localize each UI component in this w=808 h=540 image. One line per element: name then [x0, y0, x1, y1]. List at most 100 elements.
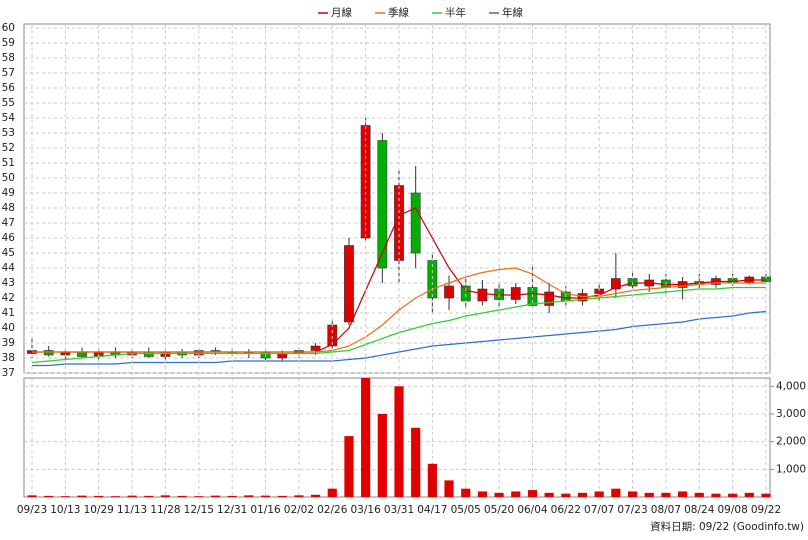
volume-bar [244, 495, 254, 497]
volume-bar [394, 386, 404, 497]
y2-tick-label: 4,000 [776, 380, 806, 392]
volume-bar [344, 436, 354, 497]
volume-bar [744, 492, 754, 497]
y2-tick-label: 3,000 [776, 408, 806, 420]
volume-bar [110, 496, 120, 497]
y-tick-label: 59 [2, 37, 15, 49]
y-tick-label: 53 [2, 127, 15, 139]
ma-line [32, 267, 766, 353]
volume-bar [644, 492, 654, 497]
legend-label: 年線 [502, 6, 523, 19]
y-tick-label: 52 [2, 142, 15, 154]
volume-bar [728, 493, 738, 497]
y-tick-label: 60 [2, 22, 15, 34]
y-tick-label: 48 [2, 202, 15, 214]
x-tick-label: 05/20 [484, 504, 514, 516]
y-tick-label: 43 [2, 277, 15, 289]
candle-body [310, 345, 321, 351]
volume-bar [194, 496, 204, 497]
ma-line [32, 310, 767, 367]
source-note: 資料日期: 09/22 (Goodinfo.tw) [650, 520, 804, 533]
volume-bar [227, 495, 237, 497]
volume-bar [294, 495, 304, 497]
x-tick-label: 10/29 [84, 504, 114, 516]
y2-tick-label: 2,000 [776, 436, 806, 448]
candle-body [610, 278, 621, 290]
candle-body [43, 350, 54, 356]
y-tick-label: 41 [2, 307, 15, 319]
candle-body [344, 245, 354, 323]
x-tick-label: 11/28 [150, 504, 180, 516]
volume-bar [327, 488, 337, 497]
legend-label: 半年 [445, 6, 466, 19]
x-tick-label: 03/31 [384, 504, 414, 516]
volume-bar [210, 495, 221, 497]
volume-bar [594, 491, 604, 497]
y-tick-label: 58 [2, 52, 15, 64]
volume-bar [711, 493, 721, 497]
x-tick-label: 09/22 [751, 504, 781, 516]
x-tick-label: 02/02 [284, 504, 314, 516]
volume-bar [627, 491, 638, 497]
x-tick-label: 09/23 [17, 504, 47, 516]
x-tick-label: 09/08 [718, 504, 748, 516]
volume-bar [527, 490, 538, 497]
volume-bar [311, 494, 321, 497]
candle-body [477, 288, 488, 302]
volume-bar [144, 495, 154, 497]
y-tick-label: 50 [2, 172, 15, 184]
volume-bar [177, 495, 187, 497]
x-tick-label: 07/23 [617, 504, 647, 516]
y-tick-label: 54 [2, 112, 16, 124]
y-tick-label: 47 [2, 217, 15, 229]
volume-bar [761, 493, 771, 497]
y-tick-label: 46 [2, 232, 16, 244]
volume-bar [494, 492, 504, 497]
volume-bar [461, 488, 471, 497]
volume-bar [561, 493, 571, 497]
legend-label: 月線 [331, 6, 352, 19]
volume-bar [411, 427, 421, 497]
x-tick-label: 06/04 [517, 504, 548, 516]
volume-bar [694, 492, 704, 497]
x-tick-label: 10/13 [50, 504, 80, 516]
volume-bar [60, 496, 70, 497]
volume-bar [427, 463, 437, 497]
volume-bar [444, 480, 454, 497]
y-tick-label: 56 [2, 82, 16, 94]
x-tick-label: 11/13 [117, 504, 147, 516]
volume-bar [160, 495, 171, 497]
volume-bar [577, 492, 588, 497]
y-tick-label: 57 [2, 67, 15, 79]
candle-body [444, 285, 454, 299]
y2-tick-label: 1,000 [776, 463, 806, 475]
x-tick-label: 01/16 [250, 504, 281, 516]
volume-bar [678, 491, 688, 497]
y-tick-label: 42 [2, 292, 15, 304]
volume-bar [27, 495, 37, 497]
y-tick-label: 55 [2, 97, 15, 109]
volume-bar [511, 491, 521, 497]
candle-body [77, 351, 87, 357]
y-tick-label: 38 [2, 352, 15, 364]
candle-body [510, 287, 521, 300]
candle-body [544, 291, 555, 306]
candle-body [377, 140, 388, 269]
candle-body [277, 353, 288, 359]
volume-bar [277, 495, 287, 497]
y-tick-label: 39 [2, 337, 15, 349]
volume-bar [544, 492, 554, 497]
x-tick-label: 05/05 [451, 504, 481, 516]
x-tick-label: 02/26 [317, 504, 348, 516]
volume-bar [377, 413, 387, 497]
x-tick-label: 04/17 [417, 504, 447, 516]
x-tick-label: 07/07 [584, 504, 614, 516]
x-tick-label: 08/07 [651, 504, 681, 516]
volume-bar [361, 378, 371, 497]
x-tick-label: 12/31 [217, 504, 247, 516]
volume-bar [127, 495, 137, 497]
x-tick-label: 12/15 [184, 504, 214, 516]
y-tick-label: 45 [2, 247, 15, 259]
y-tick-label: 37 [2, 367, 15, 379]
